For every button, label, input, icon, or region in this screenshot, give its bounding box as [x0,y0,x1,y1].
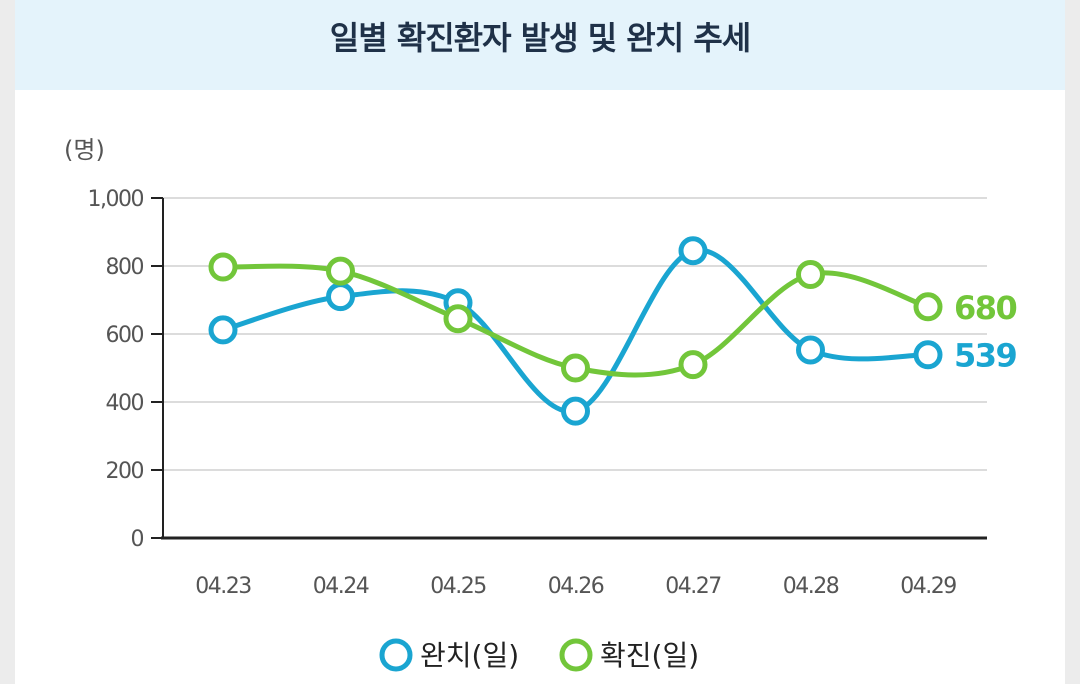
data-point-recovered [796,335,825,365]
y-unit-label: (명) [64,136,105,164]
y-tick-label: 600 [106,323,144,348]
data-point-confirmed [443,304,473,334]
chart-card: 일별 확진환자 발생 및 완치 추세 [15,0,1065,684]
data-point-confirmed [561,353,590,383]
y-tick-label: 1,000 [88,187,144,212]
legend-marker-recovered [379,638,413,672]
data-point-confirmed [208,252,238,282]
x-tick-label: 04.24 [313,574,369,599]
x-tick-label: 04.25 [430,574,486,599]
legend-label-recovered: 완치(일) [420,639,519,672]
y-tick-label: 800 [106,255,144,280]
end-value-label-confirmed: 680 [954,289,1017,327]
chart-title: 일별 확진환자 발생 및 완치 추세 [329,19,751,57]
data-point-confirmed [326,256,355,286]
data-point-confirmed [913,292,943,322]
y-tick-label: 0 [131,527,144,552]
title-bar: 일별 확진환자 발생 및 완치 추세 [15,0,1065,90]
legend-marker-confirmed [559,638,593,672]
x-tick-label: 04.27 [665,574,721,599]
end-value-label-recovered: 539 [954,337,1017,375]
data-point-recovered [561,396,590,426]
data-point-recovered [208,315,238,345]
x-tick-label: 04.29 [900,574,956,599]
y-tick-label: 400 [106,391,144,416]
x-tick-label: 04.23 [195,574,251,599]
y-tick-label: 200 [106,459,144,484]
data-point-recovered [678,236,708,266]
data-point-confirmed [796,260,825,289]
data-point-confirmed [678,350,708,380]
legend-label-confirmed: 확진(일) [600,639,699,672]
data-point-recovered [913,340,943,370]
x-tick-label: 04.28 [783,574,839,599]
x-tick-label: 04.26 [548,574,604,599]
data-point-recovered [326,282,355,312]
